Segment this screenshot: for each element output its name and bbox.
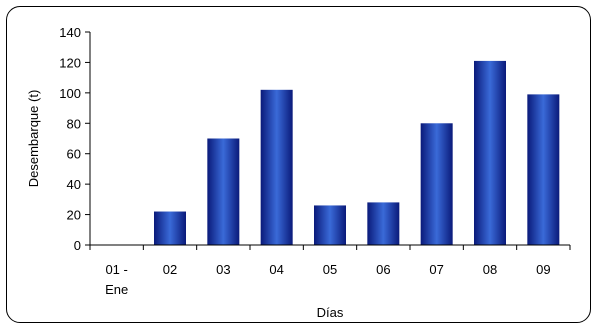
bar-02: [154, 211, 186, 245]
x-tick-label: 02: [163, 262, 177, 277]
x-axis-title: Días: [317, 305, 344, 320]
y-tick-label: 80: [67, 116, 81, 131]
y-tick-label: 100: [59, 86, 81, 101]
x-tick-label: 05: [323, 262, 337, 277]
x-tick-label: 07: [429, 262, 443, 277]
bar-05: [314, 205, 346, 245]
y-tick-label: 60: [67, 147, 81, 162]
x-tick-label: 06: [376, 262, 390, 277]
bar-07: [420, 123, 453, 245]
x-tick-label: 08: [483, 262, 497, 277]
y-axis-title: Desembarque (t): [26, 90, 41, 188]
bar-09: [527, 94, 560, 245]
bar-08: [474, 60, 506, 246]
y-tick-label: 40: [67, 177, 81, 192]
x-tick-label: 03: [216, 262, 230, 277]
x-tick-label: 09: [536, 262, 550, 277]
x-tick-label: 01 -Ene: [105, 262, 128, 297]
y-tick-label: 20: [67, 208, 81, 223]
y-tick-label: 140: [59, 25, 81, 40]
y-tick-label: 120: [59, 55, 81, 70]
bar-04: [260, 89, 293, 245]
bar-03: [207, 138, 240, 245]
x-tick-label: 04: [269, 262, 283, 277]
y-tick-label: 0: [74, 238, 81, 253]
bar-06: [367, 202, 400, 245]
